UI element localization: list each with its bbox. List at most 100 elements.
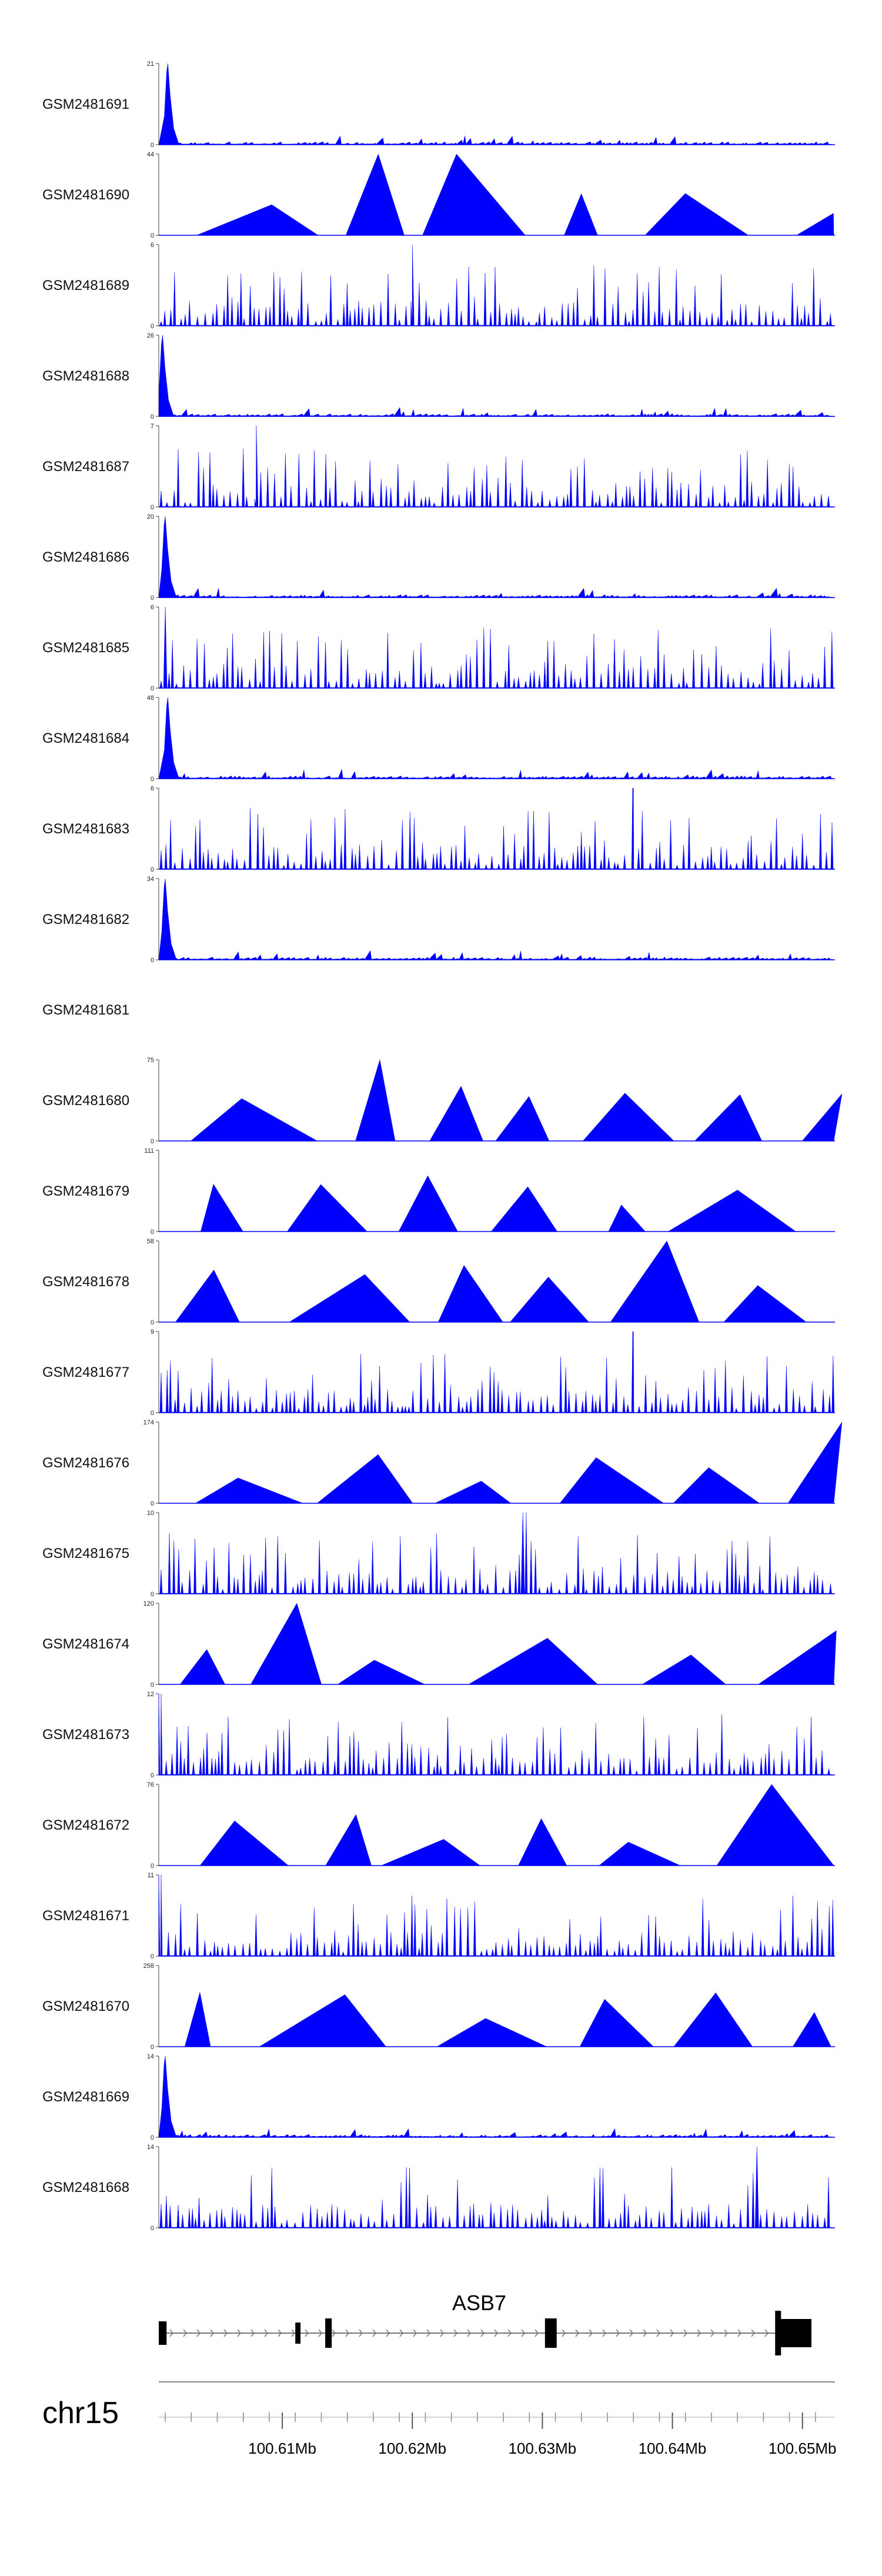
y-min-label: 0 [151, 1500, 154, 1507]
strand-arrow [521, 2329, 525, 2337]
track-label: GSM2481691 [42, 96, 129, 112]
y-max-label: 76 [147, 1781, 154, 1788]
tick-label: 100.65Mb [769, 2440, 837, 2457]
coverage-area [158, 516, 836, 598]
y-min-label: 0 [151, 1410, 154, 1417]
coverage-area [159, 1059, 843, 1142]
strand-arrow [196, 2329, 201, 2337]
track-label: GSM2481678 [42, 1274, 129, 1290]
track-GSM2481686: GSM2481686 20 0 [42, 513, 836, 602]
y-min-label: 0 [151, 2225, 154, 2232]
track-GSM2481670: GSM2481670 258 0 [42, 1963, 835, 2051]
track-GSM2481675: GSM2481675 10 0 [42, 1510, 836, 1598]
y-min-label: 0 [151, 142, 154, 149]
y-max-label: 12 [147, 1691, 154, 1698]
y-max-label: 75 [147, 1057, 154, 1064]
strand-arrow [278, 2329, 282, 2337]
y-min-label: 0 [151, 1138, 154, 1145]
strand-arrow [210, 2329, 214, 2337]
y-max-label: 174 [143, 1419, 154, 1426]
track-GSM2481690: GSM2481690 44 0 [42, 151, 835, 239]
track-label: GSM2481673 [42, 1727, 129, 1743]
coverage-area [158, 1331, 836, 1413]
track-label: GSM2481679 [42, 1183, 129, 1199]
coverage-area [159, 1422, 843, 1504]
y-min-label: 0 [151, 1772, 154, 1779]
y-min-label: 0 [151, 595, 154, 602]
y-min-label: 0 [151, 232, 154, 239]
strand-arrow [467, 2329, 471, 2337]
strand-arrow [318, 2329, 322, 2337]
coverage-area [158, 2056, 836, 2138]
track-GSM2481682: GSM2481682 34 0 [42, 876, 836, 964]
y-min-label: 0 [151, 413, 154, 421]
coverage-area [158, 1512, 836, 1594]
track-GSM2481689: GSM2481689 6 0 [42, 242, 836, 330]
track-GSM2481683: GSM2481683 6 0 [42, 785, 836, 873]
strand-arrow [751, 2329, 755, 2337]
track-label: GSM2481682 [42, 912, 129, 927]
strand-arrow [426, 2329, 430, 2337]
track-GSM2481671: GSM2481671 11 0 [42, 1872, 836, 1960]
coverage-area [158, 425, 836, 508]
strand-arrow [453, 2329, 457, 2337]
strand-arrow [183, 2329, 187, 2337]
y-min-label: 0 [151, 1953, 154, 1960]
y-min-label: 0 [151, 776, 154, 783]
strand-arrow [223, 2329, 228, 2337]
strand-arrow [710, 2329, 714, 2337]
y-min-label: 0 [151, 957, 154, 964]
coverage-area [159, 1992, 835, 2047]
exon [159, 2321, 167, 2345]
y-min-label: 0 [151, 1681, 154, 1689]
y-max-label: 10 [147, 1510, 154, 1517]
coverage-area [158, 335, 836, 417]
strand-arrow [697, 2329, 701, 2337]
coverage-area [158, 606, 836, 689]
track-GSM2481677: GSM2481677 9 0 [42, 1329, 836, 1417]
y-min-label: 0 [151, 504, 154, 511]
y-max-label: 258 [143, 1963, 154, 1970]
y-max-label: 21 [147, 61, 154, 68]
y-min-label: 0 [151, 1229, 154, 1236]
track-label: GSM2481686 [42, 549, 129, 565]
strand-arrow [264, 2329, 268, 2337]
y-max-label: 7 [151, 423, 154, 430]
track-GSM2481687: GSM2481687 7 0 [42, 423, 836, 511]
track-GSM2481681: GSM2481681 [42, 1002, 129, 1018]
strand-arrow [250, 2329, 255, 2337]
y-max-label: 34 [147, 876, 154, 883]
y-min-label: 0 [151, 323, 154, 330]
track-GSM2481684: GSM2481684 48 0 [42, 695, 836, 783]
coverage-area [158, 878, 836, 960]
y-max-label: 11 [148, 1872, 154, 1879]
track-GSM2481673: GSM2481673 12 0 [42, 1691, 836, 1779]
coverage-area [159, 1784, 835, 1866]
axis-marks: 100.61Mb 100.62Mb 100.63Mb 100.64Mb 100.65Mb [159, 2381, 837, 2457]
exon [295, 2323, 301, 2344]
strand-arrow [534, 2329, 539, 2337]
strand-arrow [169, 2329, 173, 2337]
y-max-label: 6 [151, 604, 154, 611]
genome-axis: chr15 100.61Mb 100.62Mb 100.63Mb 100.64Mb 10… [42, 2381, 837, 2457]
strand-arrow [616, 2329, 620, 2337]
track-GSM2481680: GSM2481680 75 0 [42, 1057, 843, 1145]
strand-arrow [480, 2329, 485, 2337]
strand-arrow [737, 2329, 741, 2337]
strand-arrow [359, 2329, 363, 2337]
y-max-label: 6 [151, 785, 154, 792]
strand-arrow [764, 2329, 769, 2337]
strand-arrow [386, 2329, 390, 2337]
track-label: GSM2481676 [42, 1455, 129, 1471]
strand-arrow [589, 2329, 593, 2337]
strand-arrow [440, 2329, 444, 2337]
track-GSM2481688: GSM2481688 26 0 [42, 332, 836, 421]
signal-tracks: GSM2481691210GSM2481690440GSM248168960GS… [42, 61, 843, 2232]
track-label: GSM2481688 [42, 368, 129, 384]
strand-arrow [345, 2329, 349, 2337]
y-max-label: 14 [147, 2144, 154, 2151]
y-min-label: 0 [151, 685, 154, 692]
strand-arrow [237, 2329, 241, 2337]
track-GSM2481691: GSM2481691 21 0 [42, 61, 836, 149]
track-label: GSM2481669 [42, 2089, 129, 2105]
